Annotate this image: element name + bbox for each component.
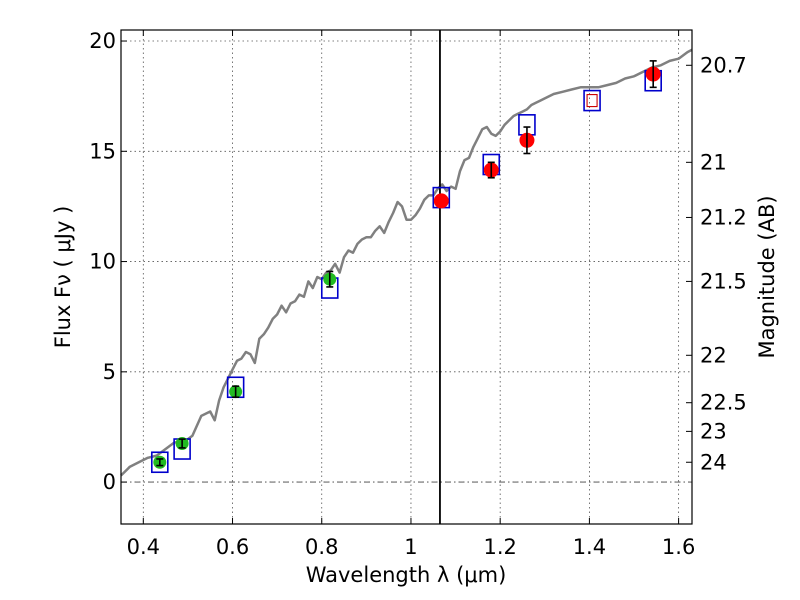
model-flux-boxes xyxy=(151,69,662,474)
x-tick-label: 1.4 xyxy=(573,535,606,559)
x-tick-label: 1.2 xyxy=(483,535,516,559)
right-tick-label: 22.5 xyxy=(700,391,747,415)
x-axis-title: Wavelength λ (μm) xyxy=(306,563,507,587)
right-tick-label: 24 xyxy=(700,450,727,474)
right-tick-label: 21 xyxy=(700,150,727,174)
x-tick-label: 1 xyxy=(404,535,417,559)
model-box-inner xyxy=(586,94,598,108)
x-tick-label: 0.4 xyxy=(127,535,160,559)
y-tick-label: 10 xyxy=(89,250,116,274)
model-spectrum-line xyxy=(120,48,693,477)
y-tick-label: 15 xyxy=(89,139,116,163)
y-tick-label: 20 xyxy=(89,29,116,53)
right-tick-label: 23 xyxy=(700,419,727,443)
right-axis-ticks: 20.7 21 21.2 21.5 22 22.5 23 24 xyxy=(686,53,747,474)
y-tick-label: 5 xyxy=(103,360,116,384)
x-axis-ticks: 0.4 0.6 0.8 1 1.2 1.4 1.6 xyxy=(127,30,695,559)
model-spectrum xyxy=(120,48,693,477)
y-tick-label: 0 xyxy=(103,470,116,494)
model-box xyxy=(151,451,169,474)
right-tick-label: 21.2 xyxy=(700,205,747,229)
right-tick-label: 20.7 xyxy=(700,53,747,77)
right-tick-label: 22 xyxy=(700,343,727,367)
x-tick-label: 0.6 xyxy=(216,535,249,559)
plot-frame xyxy=(120,29,693,525)
right-tick-label: 21.5 xyxy=(700,269,747,293)
x-tick-label: 1.6 xyxy=(662,535,695,559)
photometry-points xyxy=(153,60,661,469)
x-tick-label: 0.8 xyxy=(305,535,338,559)
right-axis-title: Magnitude (AB) xyxy=(755,195,779,358)
y-axis-ticks: 0 5 10 15 20 xyxy=(89,29,127,494)
y-axis-title: Flux Fν ( μJy ) xyxy=(51,206,75,349)
model-box xyxy=(583,89,601,112)
grid-lines xyxy=(121,30,692,524)
photometry-point-red xyxy=(433,193,449,209)
